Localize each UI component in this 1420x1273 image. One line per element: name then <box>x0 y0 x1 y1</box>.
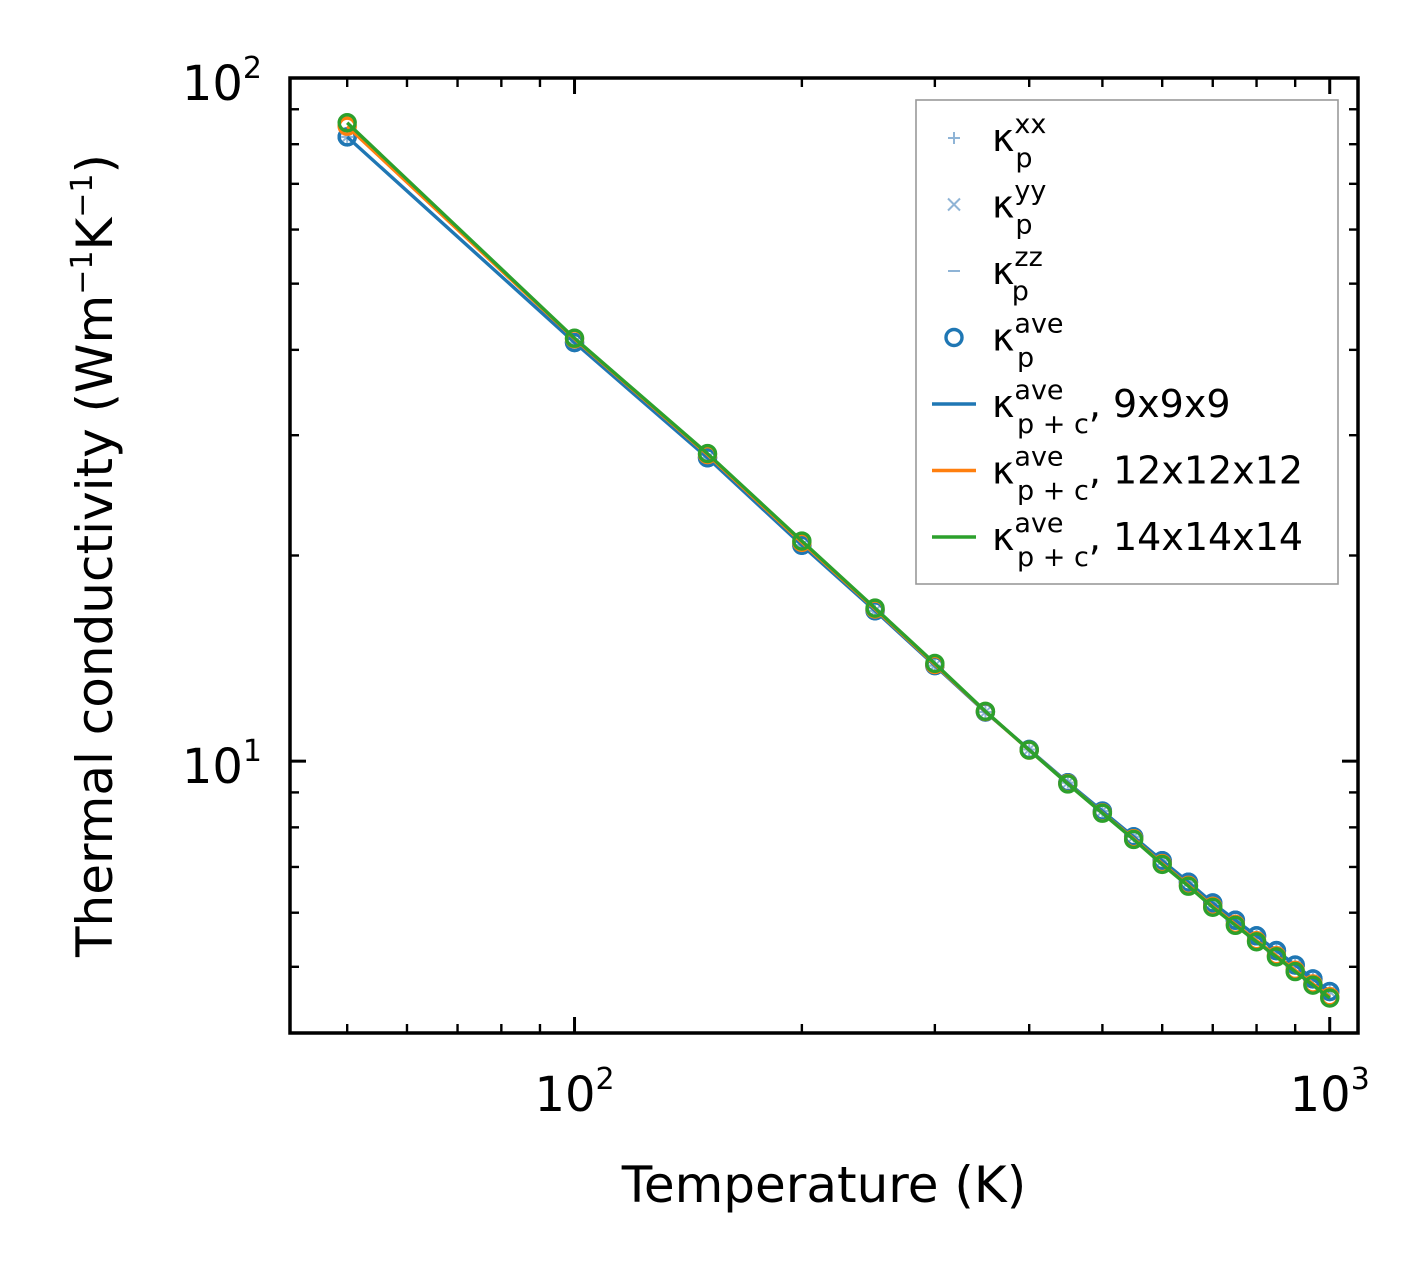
legend-label: κxx p <box>992 109 1046 174</box>
series-line <box>346 121 1331 1000</box>
legend-entry: κave p + c, 14x14x14 <box>932 508 1303 573</box>
legend-marker-swatch <box>948 132 960 144</box>
legend-label: κyy p <box>992 176 1046 241</box>
y-axis-label: Thermal conductivity (Wm−1K−1) <box>65 154 124 958</box>
legend-label: κave p <box>992 309 1064 374</box>
data-point <box>697 443 718 464</box>
legend-entry: κave p <box>944 309 1064 374</box>
x-tick-label: 103 <box>1290 1062 1370 1123</box>
data-point <box>564 328 585 348</box>
data-point <box>865 598 885 618</box>
y-tick-label: 101 <box>182 734 262 795</box>
legend-entry: κxx p <box>948 109 1046 174</box>
legend-entry: κzz p <box>948 242 1043 307</box>
legend-label: κave p + c, 12x12x12 <box>992 442 1303 507</box>
legend-label: κave p + c, 9x9x9 <box>992 375 1231 440</box>
legend-entry: κave p + c, 9x9x9 <box>932 375 1231 440</box>
series-6 <box>337 113 1340 1008</box>
data-point <box>1303 975 1323 995</box>
data-point <box>1019 740 1039 760</box>
data-point <box>792 531 812 551</box>
legend-label: κave p + c, 14x14x14 <box>992 508 1303 573</box>
x-axis-label: Temperature (K) <box>621 1156 1026 1214</box>
data-point <box>337 127 357 147</box>
data-point <box>1285 961 1305 982</box>
legend-entry: κave p + c, 12x12x12 <box>932 442 1303 507</box>
data-point <box>1123 829 1144 850</box>
x-tick-label: 102 <box>534 1062 614 1123</box>
data-point <box>1092 803 1113 823</box>
legend-marker-swatch <box>947 197 961 212</box>
legend-box <box>915 99 1339 585</box>
data-point <box>1246 932 1267 952</box>
data-point <box>337 113 357 133</box>
plot-area <box>337 113 1340 1008</box>
data-point <box>1320 988 1340 1008</box>
y-tick-label: 102 <box>182 51 262 112</box>
data-point <box>1058 774 1078 794</box>
data-point <box>1225 915 1246 936</box>
data-point <box>1178 876 1199 896</box>
data-point <box>1152 854 1172 875</box>
legend-entry: κyy p <box>947 176 1046 241</box>
series-group <box>337 113 1340 1008</box>
data-point <box>925 653 945 674</box>
legend-marker-swatch <box>944 327 964 348</box>
legend-label: κzz p <box>992 242 1043 307</box>
data-point <box>975 701 996 721</box>
data-point <box>1203 897 1223 918</box>
data-point <box>1266 947 1287 967</box>
